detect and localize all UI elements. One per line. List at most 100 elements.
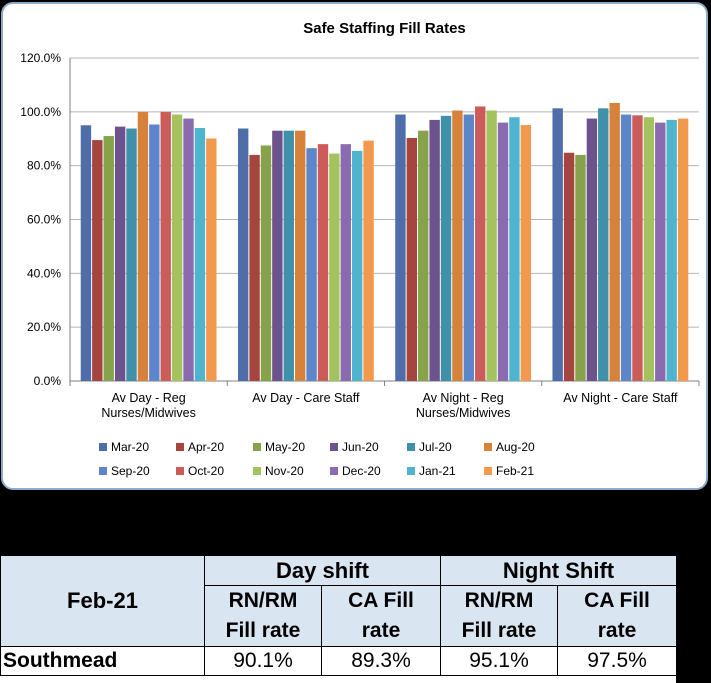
bar-feb-21 [206,138,217,381]
legend-label: Aug-20 [496,440,535,454]
legend-label: Jan-21 [419,464,456,478]
x-category-label: Nurses/Midwives [416,406,510,420]
bar-oct-20 [317,144,329,381]
day-ca-value: 89.3% [320,646,442,676]
bar-oct-20 [632,115,643,382]
bar-sep-20 [149,124,160,382]
y-tick-label: 40.0% [27,266,61,280]
night-shift-header: Night Shift [440,555,678,586]
row-label-southmead: Southmead [0,646,205,676]
bar-jul-20 [283,130,294,381]
bar-chart: Safe Staffing Fill Rates 0.0% 20.0% 40.0% 60… [20,20,700,478]
bar-may-20 [103,136,114,381]
fill-rate-table: Feb-21 Day shift Night Shift RN/RM Fill r… [0,555,678,683]
legend-label: Nov-20 [265,464,304,478]
bar-jul-20 [126,128,137,381]
chart-panel: Safe Staffing Fill Rates 0.0% 20.0% 40.0% 60… [1,2,708,490]
bar-nov-20 [329,153,340,381]
bar-jun-20 [272,130,283,381]
bar-jan-21 [194,127,206,381]
bar-oct-20 [160,111,171,381]
bar-apr-20 [249,154,260,381]
legend-swatch [407,467,415,475]
bar-aug-20 [609,102,620,381]
x-category-label: Av Night - Reg [423,391,504,405]
bar-nov-20 [643,117,655,381]
legend-swatch [176,467,184,475]
y-tick-label: 80.0% [27,159,61,173]
legend-swatch [484,467,492,475]
legend-label: Sep-20 [111,464,150,478]
day-rn-value: 90.1% [204,646,322,676]
bar-jun-20 [429,119,440,382]
bar-jul-20 [598,108,609,381]
chart-title: Safe Staffing Fill Rates [303,20,466,37]
legend-label: Dec-20 [342,464,381,478]
bar-dec-20 [340,144,351,381]
bar-jan-21 [351,150,363,381]
bar-mar-20 [237,128,249,381]
x-category-label: Nurses/Midwives [101,406,195,420]
night-rn-value: 95.1% [440,646,559,676]
bar-dec-20 [183,118,194,381]
legend-swatch [99,443,107,451]
day-shift-header: Day shift [203,555,442,586]
bar-jun-20 [114,126,126,381]
legend-label: Jun-20 [342,440,379,454]
bar-may-20 [575,154,586,381]
bar-aug-20 [137,111,149,381]
bar-sep-20 [306,148,317,381]
legend-swatch [99,467,107,475]
y-tick-label: 60.0% [27,213,61,227]
bar-nov-20 [486,110,497,382]
legend-swatch [330,467,338,475]
bar-jan-21 [509,117,520,381]
bar-apr-20 [406,137,418,381]
legend-label: Mar-20 [111,440,149,454]
legend-swatch [176,443,184,451]
bar-apr-20 [92,140,103,381]
bar-mar-20 [552,108,563,381]
bar-sep-20 [463,114,475,382]
legend-swatch [407,443,415,451]
legend-swatch [484,443,492,451]
bar-feb-21 [363,140,374,381]
bar-dec-20 [655,122,666,381]
bar-sep-20 [620,114,632,382]
x-category-label: Av Day - Reg [112,391,186,405]
x-category-label: Av Night - Care Staff [563,391,678,405]
bar-apr-20 [563,152,575,381]
night-ca-value: 97.5% [557,646,678,676]
bar-feb-21 [677,118,689,381]
y-tick-label: 100.0% [20,105,61,119]
bar-oct-20 [475,106,486,381]
night-ca-header: CA Fill rate [557,585,678,647]
night-rn-header: RN/RM Fill rate [440,585,559,647]
y-tick-label: 120.0% [20,51,61,65]
bar-nov-20 [171,114,183,382]
bar-feb-21 [520,125,532,382]
legend-swatch [330,443,338,451]
legend-label: Oct-20 [188,464,224,478]
day-rn-header: RN/RM Fill rate [204,585,322,647]
bar-jan-21 [666,119,677,382]
bar-may-20 [260,145,272,381]
period-label: Feb-21 [0,555,205,647]
y-tick-label: 0.0% [34,374,62,388]
legend-label: Jul-20 [419,440,452,454]
bar-mar-20 [395,114,406,382]
legend-label: Feb-21 [496,464,534,478]
legend-swatch [253,467,261,475]
bar-jul-20 [440,115,452,381]
bar-aug-20 [452,110,463,382]
x-category-label: Av Day - Care Staff [252,391,360,405]
legend-label: May-20 [265,440,305,454]
bar-aug-20 [294,130,306,381]
y-tick-label: 20.0% [27,320,61,334]
legend-swatch [253,443,261,451]
bar-mar-20 [80,125,92,382]
bar-jun-20 [586,118,598,381]
bar-may-20 [418,130,429,381]
bar-dec-20 [497,122,509,381]
day-ca-header: CA Fill rate [320,585,442,647]
